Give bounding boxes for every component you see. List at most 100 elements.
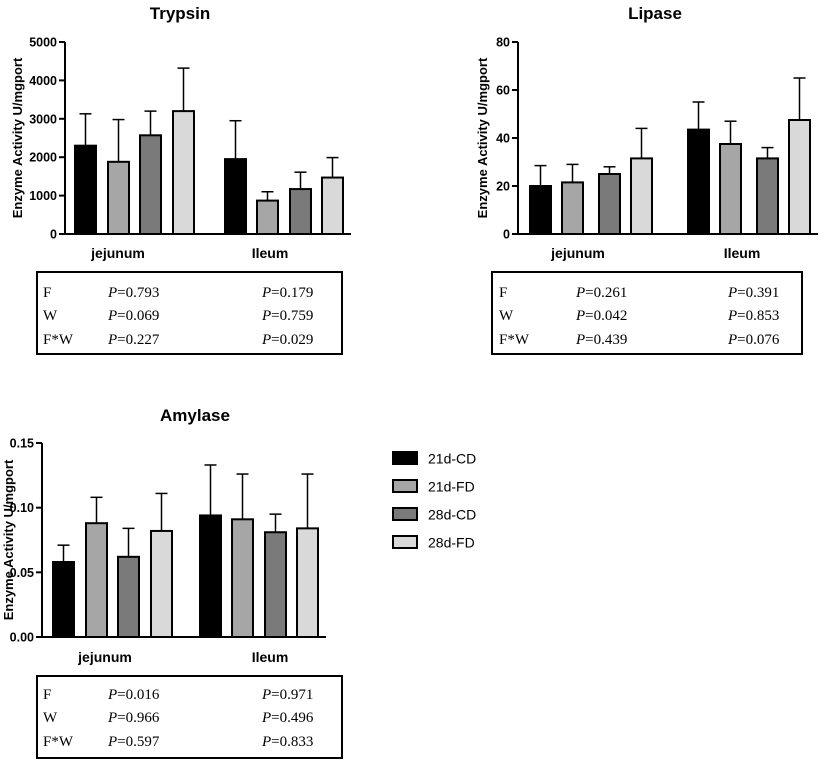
p-symbol: P <box>575 308 585 324</box>
group-label: jejunum <box>550 245 605 261</box>
stats-box <box>491 271 803 355</box>
bar-28d-fd <box>788 119 811 235</box>
p-symbol: P <box>575 332 585 348</box>
legend-label: 28d-CD <box>428 507 476 523</box>
stats-p-value: P=0.853 <box>727 308 779 324</box>
stats-p-value: P=0.966 <box>107 710 160 726</box>
p-symbol: P <box>107 734 117 750</box>
bar-21d-cd <box>224 158 247 235</box>
bar-21d-cd <box>74 144 97 235</box>
legend-swatch <box>392 451 418 465</box>
y-tick-label: 20 <box>496 180 510 194</box>
bar-28d-fd <box>150 529 173 638</box>
stats-row-label: W <box>43 710 58 726</box>
bar-28d-cd <box>117 555 140 639</box>
chart-trypsin: Trypsin Enzyme Activity U/mgport 0 1000 2000… <box>10 4 351 355</box>
y-tick-label: 3000 <box>29 112 57 126</box>
stats-row-label: F <box>499 285 507 301</box>
stats-p-value: P=0.261 <box>575 285 627 301</box>
bar-28d-cd <box>598 173 621 235</box>
legend-swatch <box>392 535 418 549</box>
p-symbol: P <box>575 285 585 301</box>
stats-p-value: P=0.069 <box>107 308 159 324</box>
p-value: =0.016 <box>117 687 160 703</box>
stats-p-value: P=0.016 <box>107 687 160 703</box>
p-value: =0.042 <box>585 308 627 324</box>
stats-p-value: P=0.759 <box>261 308 313 324</box>
p-value: =0.759 <box>271 308 313 324</box>
bar-21d-fd <box>231 518 254 638</box>
y-tick-label: 0.05 <box>10 566 34 580</box>
bar-21d-fd <box>107 160 130 235</box>
stats-p-value: P=0.076 <box>727 332 780 348</box>
bar-21d-cd <box>199 514 222 639</box>
stats-box <box>36 675 343 759</box>
p-symbol: P <box>261 332 271 348</box>
group-label: jejunum <box>90 245 145 261</box>
stats-p-value: P=0.597 <box>107 734 160 750</box>
p-symbol: P <box>107 332 117 348</box>
p-symbol: P <box>107 710 117 726</box>
stats-row-label: W <box>499 308 514 324</box>
stats-row-label: F*W <box>43 734 74 750</box>
stats-p-value: P=0.496 <box>261 710 314 726</box>
y-tick-label: 0 <box>50 228 57 242</box>
y-tick-label: 0.10 <box>10 501 34 515</box>
p-value: =0.029 <box>271 332 313 348</box>
legend-label: 28d-FD <box>428 535 475 551</box>
y-axis-label: Enzyme Activity U/mgport <box>1 459 16 620</box>
p-value: =0.853 <box>737 308 779 324</box>
y-axis-label: Enzyme Activity U/mgport <box>475 57 490 218</box>
legend-swatch <box>392 507 418 521</box>
p-symbol: P <box>261 687 271 703</box>
bar-28d-cd <box>264 531 287 638</box>
bar-21d-fd <box>719 143 742 235</box>
bar-21d-fd <box>85 522 108 638</box>
p-symbol: P <box>727 332 737 348</box>
p-value: =0.496 <box>271 710 314 726</box>
bar-21d-cd <box>529 185 552 235</box>
p-value: =0.971 <box>271 687 313 703</box>
y-tick-label: 80 <box>496 36 510 50</box>
bar-21d-fd <box>561 181 584 235</box>
group-label: Ileum <box>252 245 289 261</box>
chart-title: Trypsin <box>150 4 210 23</box>
bar-28d-cd <box>289 188 312 236</box>
stats-p-value: P=0.042 <box>575 308 627 324</box>
p-value: =0.391 <box>737 285 779 301</box>
stats-p-value: P=0.029 <box>261 332 313 348</box>
y-tick-label: 0.15 <box>10 437 34 451</box>
p-value: =0.439 <box>585 332 627 348</box>
stats-p-value: P=0.833 <box>261 734 313 750</box>
bar-28d-fd <box>630 157 653 235</box>
stats-p-value: P=0.391 <box>727 285 779 301</box>
y-tick-label: 2000 <box>29 151 57 165</box>
group-label: jejunum <box>77 649 132 665</box>
stats-p-value: P=0.439 <box>575 332 627 348</box>
y-tick-label: 1000 <box>29 189 57 203</box>
group-label: Ileum <box>252 649 289 665</box>
p-symbol: P <box>261 285 271 301</box>
p-value: =0.793 <box>117 285 159 301</box>
p-symbol: P <box>107 687 117 703</box>
stats-row-label: F*W <box>499 332 530 348</box>
y-tick-label: 5000 <box>29 36 57 50</box>
chart-title: Amylase <box>160 406 230 425</box>
p-value: =0.227 <box>117 332 160 348</box>
stats-row-label: F*W <box>43 332 74 348</box>
y-tick-label: 60 <box>496 84 510 98</box>
p-value: =0.597 <box>117 734 160 750</box>
y-tick-label: 4000 <box>29 74 57 88</box>
p-value: =0.076 <box>737 332 780 348</box>
p-symbol: P <box>727 285 737 301</box>
stats-row-label: W <box>43 308 58 324</box>
y-axis-label: Enzyme Activity U/mgport <box>10 57 25 218</box>
stats-p-value: P=0.793 <box>107 285 159 301</box>
stats-row-label: F <box>43 687 51 703</box>
stats-p-value: P=0.179 <box>261 285 313 301</box>
y-tick-label: 40 <box>496 132 510 146</box>
stats-p-value: P=0.227 <box>107 332 160 348</box>
p-symbol: P <box>261 710 271 726</box>
p-symbol: P <box>261 308 271 324</box>
